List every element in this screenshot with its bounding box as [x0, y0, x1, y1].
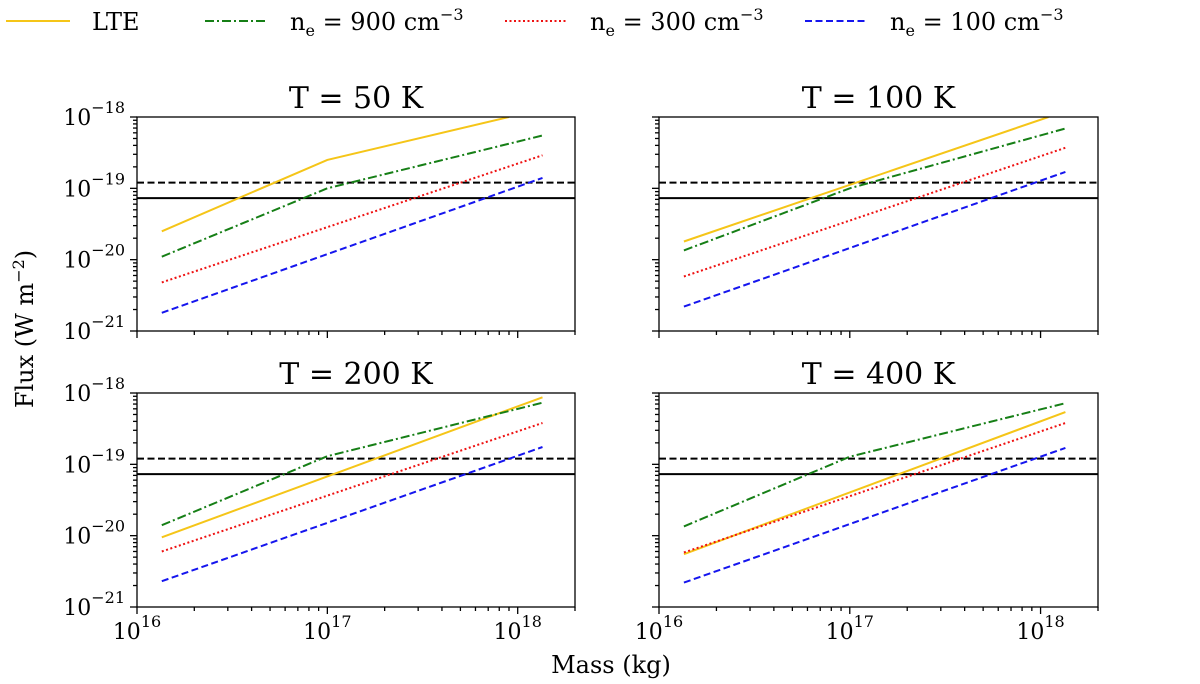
x-axis-label: Mass (kg)	[551, 651, 671, 679]
series-group	[161, 117, 543, 314]
panel-title: T = 50 K	[289, 81, 424, 116]
panel-title: T = 100 K	[802, 81, 956, 116]
series-line-lte	[683, 411, 1066, 556]
panels: T = 50 K 10−18 10−19 10−20 10−21 T = 100 K T =…	[63, 81, 1099, 645]
x-tick-label: 1018	[1016, 612, 1064, 645]
legend-label-ne900: ne = 900 cm−3	[290, 5, 464, 40]
series-line-ne300	[683, 422, 1066, 554]
axes-frame	[658, 116, 1099, 332]
series-group	[161, 396, 543, 583]
x-tick-label: 1018	[494, 612, 542, 645]
series-line-ne900	[161, 401, 543, 527]
y-axis-label-close: )	[11, 250, 39, 259]
legend-entry-lte: LTE	[6, 8, 140, 36]
series-line-ne100	[161, 446, 543, 583]
series-line-ne100	[161, 176, 543, 314]
legend-label-lte: LTE	[92, 8, 140, 36]
series-line-ne100	[683, 446, 1066, 584]
x-tick-label: 1017	[826, 612, 874, 645]
panel-title: T = 400 K	[802, 357, 956, 392]
x-tick-label: 1016	[113, 612, 161, 645]
y-tick-label: 10−19	[63, 169, 125, 202]
y-axis-label-superscript: −2	[9, 259, 28, 283]
series-line-lte	[161, 117, 510, 233]
axes-frame	[658, 392, 1099, 608]
axes-frame	[136, 392, 576, 608]
y-tick-label: 10−18	[63, 98, 125, 131]
y-axis-label: Flux (W m−2)	[9, 250, 39, 408]
panel-title: T = 200 K	[279, 357, 433, 392]
y-tick-label: 10−21	[63, 588, 125, 621]
y-tick-label: 10−20	[63, 241, 125, 274]
legend-label-ne100: ne = 100 cm−3	[890, 5, 1064, 40]
x-tick-label: 1017	[303, 612, 351, 645]
panel-2: T = 100 K	[652, 81, 1099, 338]
legend: LTE ne = 900 cm−3 ne = 300 cm−3 ne = 100 cm…	[6, 5, 1064, 40]
series-line-lte	[683, 117, 1049, 243]
series-line-ne900	[161, 134, 543, 258]
series-line-ne900	[683, 402, 1066, 528]
panel-4: T = 400 K 1016 1017 1018	[635, 357, 1099, 645]
y-tick-label: 10−18	[63, 374, 125, 407]
y-axis-label-text: Flux (W m	[11, 283, 39, 409]
series-line-lte	[161, 396, 543, 539]
y-tick-label: 10−19	[63, 445, 125, 478]
series-line-ne300	[161, 422, 543, 553]
series-line-ne300	[683, 146, 1066, 278]
y-tick-label: 10−21	[63, 312, 125, 345]
series-group	[683, 117, 1066, 308]
axes-frame	[136, 116, 576, 332]
series-line-ne300	[161, 154, 543, 284]
series-line-ne100	[683, 170, 1066, 308]
legend-entry-ne100: ne = 100 cm−3	[805, 5, 1064, 40]
series-group	[683, 402, 1066, 584]
y-tick-label: 10−20	[63, 517, 125, 550]
series-line-ne900	[683, 127, 1066, 252]
x-tick-label: 1016	[635, 612, 683, 645]
panel-1: T = 50 K 10−18 10−19 10−20 10−21	[63, 81, 576, 345]
legend-entry-ne900: ne = 900 cm−3	[205, 5, 464, 40]
legend-label-ne300: ne = 300 cm−3	[590, 5, 764, 40]
legend-entry-ne300: ne = 300 cm−3	[505, 5, 764, 40]
